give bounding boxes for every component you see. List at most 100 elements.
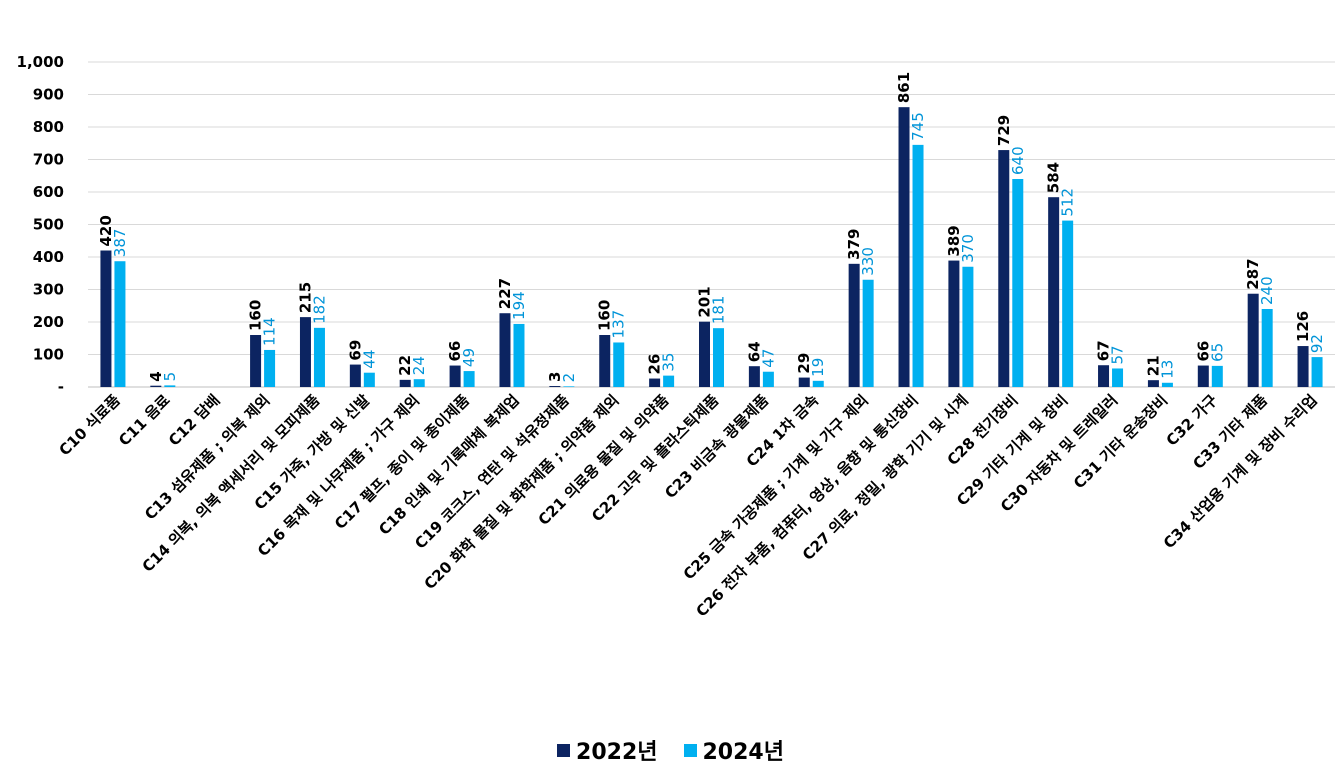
bar-2024 [762, 371, 774, 387]
x-category-label: C10 식료품 [56, 391, 124, 459]
bar-2022 [1197, 365, 1209, 387]
data-label-2022: 584 [1045, 162, 1063, 193]
data-label-2022: 67 [1095, 340, 1113, 361]
y-tick-label: 100 [33, 346, 64, 364]
legend-swatch-2022 [557, 743, 571, 757]
y-tick-label: - [58, 378, 64, 396]
data-label-2024: 387 [111, 229, 129, 258]
data-label-2022: 160 [247, 300, 265, 331]
data-label-2024: 57 [1109, 345, 1127, 364]
bar-2022 [449, 365, 461, 387]
data-label-2022: 420 [97, 215, 115, 246]
bar-2022 [798, 377, 810, 387]
x-category-label: C14 의복, 의복 액세서리 및 모피제품 [139, 391, 324, 576]
data-label-2022: 227 [496, 278, 514, 309]
data-label-2022: 729 [995, 115, 1013, 146]
data-label-2024: 512 [1059, 188, 1077, 217]
data-label-2024: 19 [809, 358, 827, 377]
bar-2022 [898, 107, 910, 388]
data-label-2022: 64 [745, 341, 763, 362]
data-label-2022: 29 [795, 353, 813, 374]
bar-2022 [499, 313, 511, 387]
data-label-2024: 330 [859, 247, 877, 276]
bar-2022 [1147, 380, 1159, 387]
data-label-2024: 92 [1308, 334, 1326, 353]
data-label-2022: 389 [945, 225, 963, 256]
data-label-2022: 66 [446, 341, 464, 362]
data-label-2024: 49 [460, 348, 478, 367]
legend-label-2024: 2024년 [702, 740, 784, 765]
x-category-label: C25 금속 가공제품 ; 기계 및 가구 제외 [680, 391, 872, 583]
y-tick-label: 800 [33, 118, 64, 136]
bar-2024 [962, 266, 974, 387]
data-label-2024: 2 [560, 373, 578, 383]
data-label-2022: 21 [1144, 355, 1162, 376]
data-label-2024: 44 [360, 350, 378, 369]
data-label-2022: 215 [296, 282, 314, 313]
bar-2024 [812, 380, 824, 387]
bar-2024 [713, 328, 724, 387]
bar-2024 [164, 385, 176, 387]
data-label-2024: 13 [1158, 360, 1176, 379]
data-label-2022: 201 [696, 286, 714, 317]
y-tick-label: 400 [33, 248, 64, 266]
bar-2022 [699, 321, 710, 387]
bar-2024 [663, 375, 675, 387]
data-label-2024: 5 [161, 372, 179, 382]
bar-2022 [1048, 197, 1060, 387]
data-label-2024: 370 [959, 234, 977, 263]
data-label-2022: 26 [646, 354, 664, 375]
x-category-label: C11 음료 [115, 391, 174, 450]
data-label-2022: 861 [895, 72, 913, 103]
bar-chart: - 100 200 300 400 500 600 700 800 900 1,000 420 4 160… [17, 53, 1335, 620]
bar-2024 [114, 261, 126, 387]
bar-2022 [349, 364, 361, 387]
bar-2024 [613, 342, 625, 387]
bar-2024 [1012, 179, 1024, 387]
data-label-2024: 182 [310, 295, 328, 324]
data-label-2022: 3 [546, 372, 564, 382]
data-label-2022: 379 [845, 229, 863, 260]
bar-2022 [748, 366, 760, 387]
bar-2022 [599, 335, 611, 387]
bar-2024 [1161, 382, 1173, 387]
y-tick-label: 500 [33, 216, 64, 234]
bar-2024 [264, 349, 276, 387]
data-label-2022: 69 [346, 340, 364, 361]
legend-swatch-2024 [683, 743, 697, 757]
bar-2022 [399, 379, 411, 387]
bar-2022 [1247, 293, 1259, 387]
y-tick-label: 1,000 [17, 53, 64, 71]
bar-2024 [1261, 309, 1273, 387]
bar-2024 [513, 323, 525, 387]
data-label-2022: 287 [1244, 258, 1262, 289]
bar-2022 [998, 150, 1010, 387]
bar-2022 [1098, 365, 1110, 387]
bar-2024 [363, 372, 375, 387]
bar-2022 [150, 385, 162, 387]
bar-2022 [299, 317, 311, 387]
data-label-2024: 65 [1208, 343, 1226, 362]
data-label-2024: 194 [510, 291, 528, 320]
y-tick-label: 300 [33, 281, 64, 299]
data-label-2024: 181 [710, 296, 728, 325]
data-label-2024: 114 [261, 317, 279, 346]
legend-item-2022: 2022년 [557, 734, 658, 766]
bar-2022 [649, 378, 661, 387]
data-label-2024: 745 [909, 112, 927, 141]
data-label-2022: 66 [1194, 341, 1212, 362]
y-tick-label: 900 [33, 86, 64, 104]
data-label-2022: 22 [396, 355, 414, 376]
data-label-2024: 240 [1258, 276, 1276, 305]
data-label-2022: 126 [1294, 311, 1312, 342]
bar-2024 [1211, 365, 1223, 387]
legend: 2022년 2024년 [0, 734, 1341, 766]
bar-2024 [463, 371, 475, 387]
bar-2022 [848, 263, 860, 387]
data-label-2024: 640 [1009, 146, 1027, 175]
bar-2024 [1062, 220, 1074, 387]
bar-2022 [549, 386, 561, 387]
bar-2022 [100, 250, 112, 387]
data-label-2022: 4 [147, 371, 165, 381]
